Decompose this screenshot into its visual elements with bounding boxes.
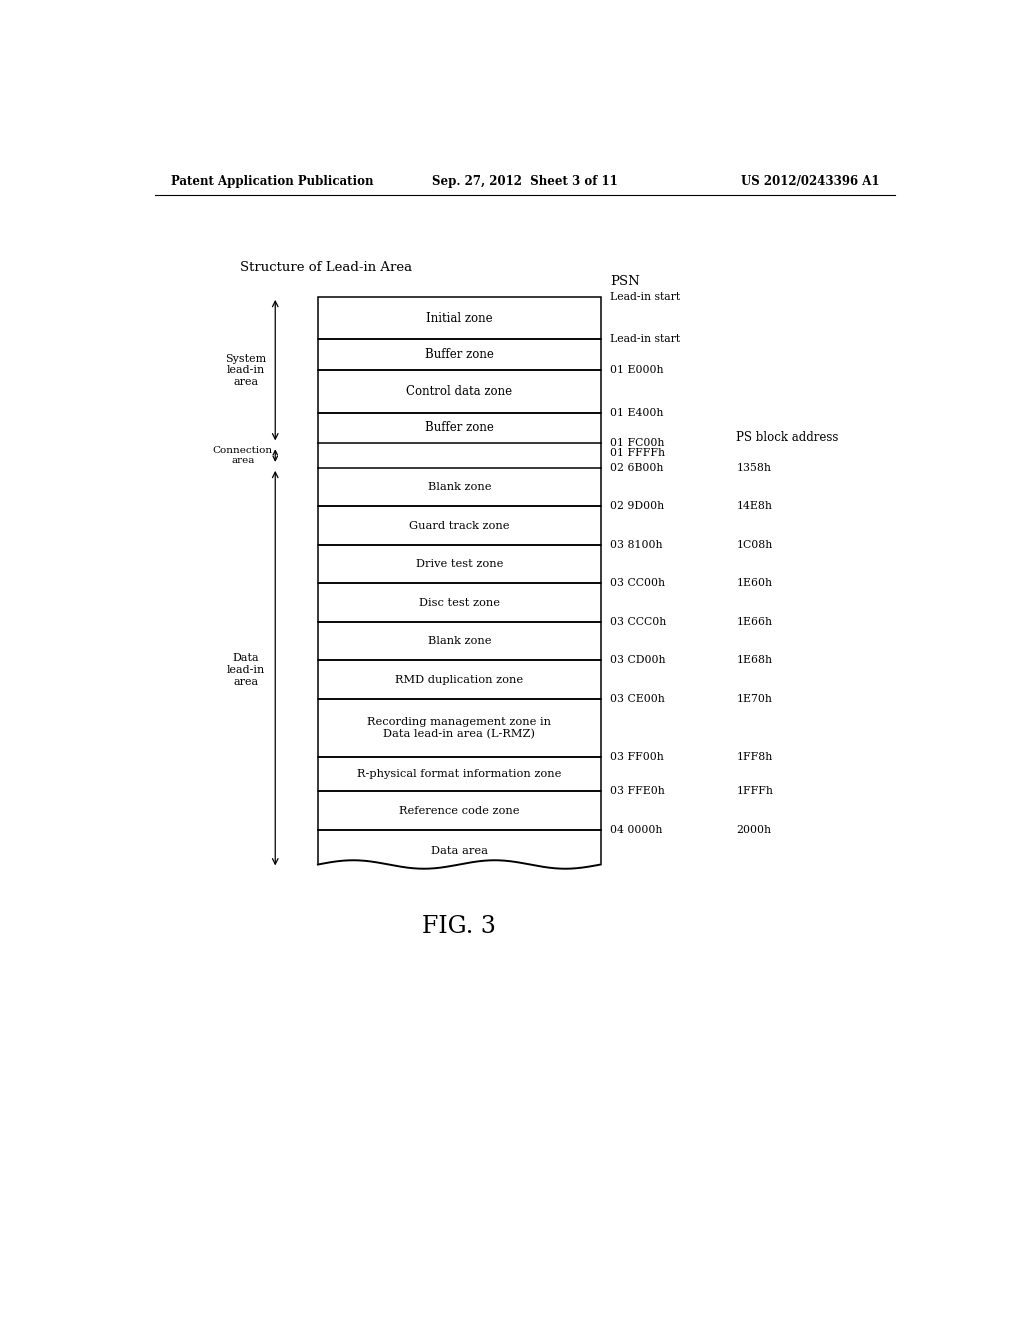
Text: US 2012/0243396 A1: US 2012/0243396 A1 (741, 176, 880, 187)
Text: 03 FF00h: 03 FF00h (610, 751, 664, 762)
Text: Lead-in start: Lead-in start (610, 292, 680, 302)
Text: 14E8h: 14E8h (736, 502, 772, 511)
Text: 01 E000h: 01 E000h (610, 366, 664, 375)
Text: Blank zone: Blank zone (428, 636, 492, 647)
Bar (317, 370, 601, 413)
Bar (317, 545, 601, 583)
Text: 1E60h: 1E60h (736, 578, 772, 589)
Text: Blank zone: Blank zone (428, 482, 492, 492)
Text: 1358h: 1358h (736, 463, 771, 473)
Text: Buffer zone: Buffer zone (425, 421, 494, 434)
Text: 01 FFFFh: 01 FFFFh (610, 449, 665, 458)
Text: 03 8100h: 03 8100h (610, 540, 663, 550)
Bar (317, 792, 601, 830)
Text: 03 FFE0h: 03 FFE0h (610, 787, 665, 796)
Text: Initial zone: Initial zone (426, 312, 493, 325)
Text: PS block address: PS block address (736, 430, 839, 444)
Text: Data area: Data area (431, 846, 487, 855)
Text: Drive test zone: Drive test zone (416, 560, 503, 569)
Text: R-physical format information zone: R-physical format information zone (357, 770, 561, 779)
Bar (317, 297, 601, 339)
Text: Lead-in start: Lead-in start (610, 334, 680, 345)
Text: FIG. 3: FIG. 3 (422, 915, 497, 937)
Text: 1E70h: 1E70h (736, 694, 772, 704)
Bar (317, 507, 601, 545)
Text: 03 CCC0h: 03 CCC0h (610, 616, 667, 627)
Text: 01 FC00h: 01 FC00h (610, 438, 665, 449)
Text: 2000h: 2000h (736, 825, 771, 834)
Bar (317, 469, 601, 507)
Text: 1C08h: 1C08h (736, 540, 773, 550)
Text: Sep. 27, 2012  Sheet 3 of 11: Sep. 27, 2012 Sheet 3 of 11 (432, 176, 617, 187)
Text: Buffer zone: Buffer zone (425, 348, 494, 362)
Text: 1E66h: 1E66h (736, 616, 772, 627)
Text: 1FFFh: 1FFFh (736, 787, 773, 796)
Bar (317, 583, 601, 622)
Text: Data
lead-in
area: Data lead-in area (226, 653, 265, 686)
Text: PSN: PSN (610, 275, 640, 288)
Text: 1FF8h: 1FF8h (736, 751, 773, 762)
Bar (317, 700, 601, 756)
Text: 03 CD00h: 03 CD00h (610, 656, 666, 665)
Text: Reference code zone: Reference code zone (399, 805, 519, 816)
Bar (317, 339, 601, 370)
Text: 02 9D00h: 02 9D00h (610, 502, 665, 511)
Text: 03 CC00h: 03 CC00h (610, 578, 665, 589)
Text: Disc test zone: Disc test zone (419, 598, 500, 607)
Text: 03 CE00h: 03 CE00h (610, 694, 665, 704)
Text: Structure of Lead-in Area: Structure of Lead-in Area (241, 261, 413, 275)
Bar (317, 413, 601, 444)
Bar (317, 660, 601, 700)
Text: 02 6B00h: 02 6B00h (610, 463, 664, 473)
Text: 01 E400h: 01 E400h (610, 408, 664, 417)
Text: RMD duplication zone: RMD duplication zone (395, 675, 523, 685)
Bar (317, 622, 601, 660)
Text: 04 0000h: 04 0000h (610, 825, 663, 834)
Text: System
lead-in
area: System lead-in area (225, 354, 266, 387)
Bar (317, 756, 601, 792)
Text: Guard track zone: Guard track zone (409, 520, 510, 531)
Text: Patent Application Publication: Patent Application Publication (171, 176, 373, 187)
Text: Connection
area: Connection area (213, 446, 272, 466)
Text: Recording management zone in
Data lead-in area (L-RMZ): Recording management zone in Data lead-i… (368, 717, 551, 739)
Text: Control data zone: Control data zone (407, 385, 512, 397)
Text: 1E68h: 1E68h (736, 656, 772, 665)
